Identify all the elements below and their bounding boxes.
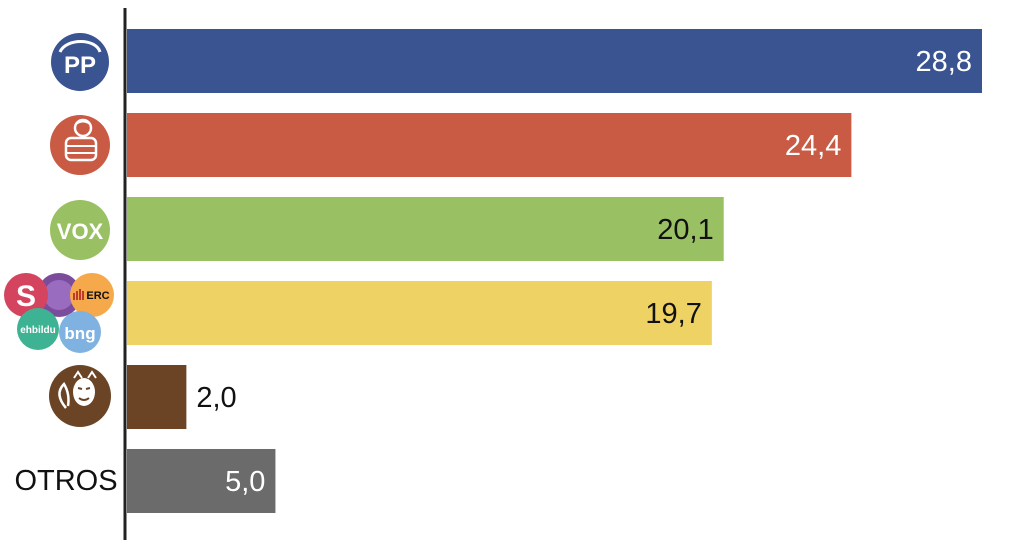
bar-2	[127, 197, 724, 261]
podemos-circle-icon	[37, 273, 81, 317]
svg-text:ERC: ERC	[86, 290, 109, 302]
bar-4	[127, 365, 187, 429]
bar-0	[127, 29, 982, 93]
value-labels-group: 28,8 24,4 20,1 19,7 2,0 5,0	[196, 46, 972, 498]
psoe-rose-fist-icon	[50, 115, 110, 175]
vox-logo-icon: VOX	[50, 200, 110, 260]
coalition-logos: S ERC ehbildu bng	[4, 273, 114, 353]
value-label-5: 5,0	[225, 466, 265, 498]
svg-text:PP: PP	[64, 52, 96, 79]
bar-1	[127, 113, 852, 177]
bar-5	[127, 449, 276, 513]
bng-logo-icon: bng	[59, 311, 101, 353]
svg-text:S: S	[16, 280, 36, 313]
svg-text:VOX: VOX	[57, 219, 104, 244]
ehbildu-logo-icon: ehbildu	[17, 308, 59, 350]
pp-logo-icon: PP	[51, 33, 109, 91]
svg-text:ehbildu: ehbildu	[20, 325, 56, 336]
otros-row-label: OTROS	[14, 465, 117, 497]
salf-squirrel-mask-icon	[49, 365, 111, 427]
bars-group	[127, 29, 982, 513]
sumar-logo-icon: S	[4, 273, 48, 317]
value-label-1: 24,4	[785, 130, 841, 162]
value-label-2: 20,1	[657, 214, 713, 246]
svg-text:bng: bng	[64, 324, 95, 343]
value-label-3: 19,7	[645, 298, 701, 330]
value-label-4: 2,0	[196, 382, 236, 414]
value-label-0: 28,8	[916, 46, 972, 78]
bar-3	[127, 281, 712, 345]
erc-logo-icon: ERC	[70, 273, 114, 317]
